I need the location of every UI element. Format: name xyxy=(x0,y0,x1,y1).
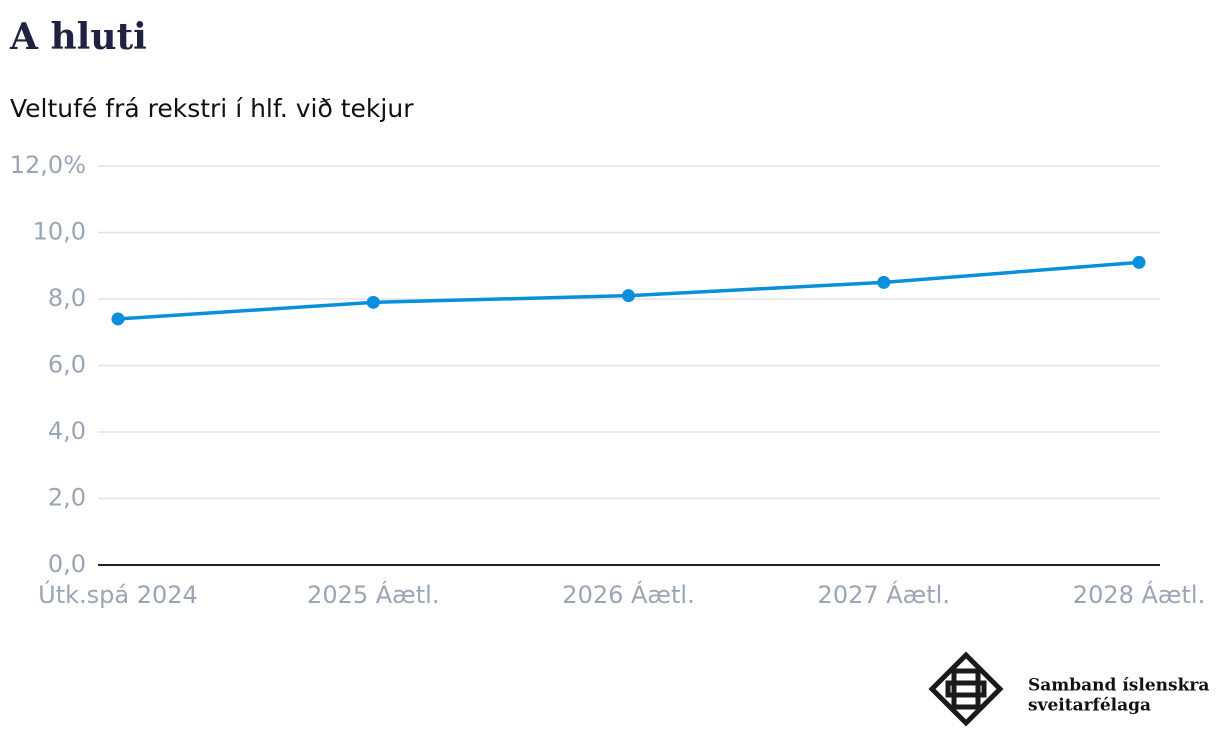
y-tick-label: 8,0 xyxy=(48,284,86,312)
y-tick-label: 12,0% xyxy=(10,151,86,179)
y-tick-label: 10,0 xyxy=(33,218,86,246)
y-tick-label: 0,0 xyxy=(48,550,86,578)
y-tick-label: 4,0 xyxy=(48,417,86,445)
logo-text: Samband íslenskra xyxy=(1028,676,1209,696)
chart-subtitle: Veltufé frá rekstri í hlf. við tekjur xyxy=(10,94,414,123)
logo-diamond xyxy=(928,651,1004,727)
point xyxy=(111,312,125,326)
point xyxy=(877,275,891,289)
point xyxy=(622,289,635,303)
y-tick-label: 6,0 xyxy=(48,351,86,379)
x-tick-label: 2027 Áætl. xyxy=(818,580,950,609)
logo-text: sveitarfélaga xyxy=(1028,696,1151,716)
point xyxy=(1132,255,1146,269)
logo-knot xyxy=(945,668,987,710)
x-tick-label: 2028 Áætl. xyxy=(1073,580,1205,609)
x-tick-label: 2026 Áætl. xyxy=(562,580,694,609)
y-tick-label: 2,0 xyxy=(48,484,86,512)
point xyxy=(366,295,380,309)
x-tick-label: Útk.spá 2024 xyxy=(38,579,198,609)
chart-title: A hluti xyxy=(9,16,147,58)
logo xyxy=(928,651,1004,727)
x-tick-label: 2025 Áætl. xyxy=(307,580,439,609)
